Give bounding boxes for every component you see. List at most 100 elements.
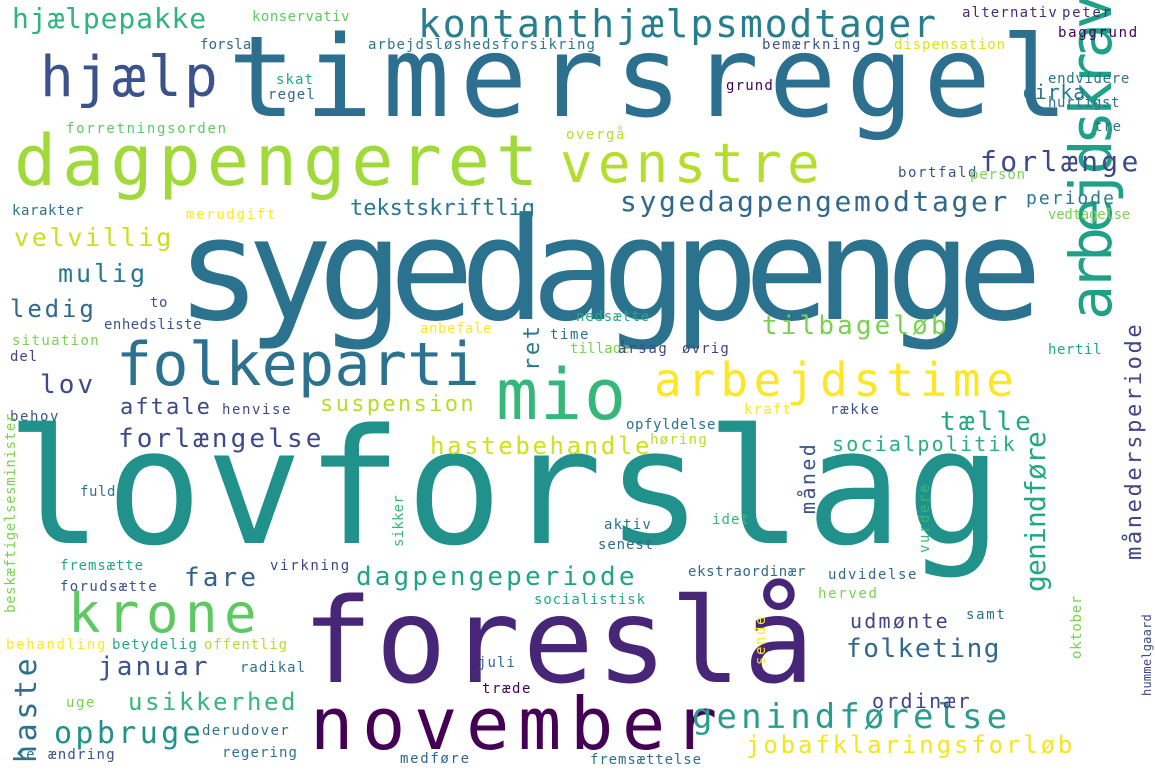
word-udvidelse: udvidelse bbox=[828, 567, 918, 583]
word-alternativ: alternativ bbox=[962, 5, 1058, 21]
word-opbruge: opbruge bbox=[54, 716, 205, 751]
word-dispensation: dispensation bbox=[894, 37, 1006, 53]
word-behov: behov bbox=[10, 409, 60, 425]
word-samt: samt bbox=[966, 607, 1007, 623]
word-forlaenge: forlænge bbox=[980, 145, 1142, 178]
word-genindfoerelse: genindførelse bbox=[692, 697, 1012, 737]
word-hoering: høring bbox=[650, 432, 709, 448]
word-cirka: cirka bbox=[1022, 80, 1087, 104]
word-fare: fare bbox=[184, 563, 260, 593]
word-hurtigst: hurtigst bbox=[1048, 95, 1120, 111]
word-hummelgaard: hummelgaard bbox=[1140, 613, 1154, 696]
word-virkning: virkning bbox=[270, 558, 351, 574]
word-skat: skat bbox=[276, 72, 314, 88]
word-taelle: tælle bbox=[940, 407, 1034, 437]
word-radikal: radikal bbox=[240, 660, 307, 676]
word-ekstraordinaer: ekstraordinær bbox=[688, 564, 807, 580]
word-senest: senest bbox=[598, 537, 654, 553]
word-tillade: tillade bbox=[570, 341, 630, 357]
word-uge: uge bbox=[66, 695, 96, 711]
word-fuld: fuld bbox=[80, 484, 116, 500]
word-opfyldelse: opfyldelse bbox=[626, 417, 716, 433]
word-tilbageloeb: tilbageløb bbox=[762, 311, 950, 341]
word-enhedsliste: enhedsliste bbox=[104, 317, 202, 333]
word-vurdere: vurdere bbox=[917, 483, 933, 553]
word-krone: krone bbox=[68, 582, 263, 645]
word-beskaeftigelsesminister: beskæftigelsesminister bbox=[3, 413, 19, 613]
word-oktober: oktober bbox=[1069, 595, 1085, 659]
word-nedsaette: nedsætte bbox=[576, 309, 650, 325]
word-juli: juli bbox=[478, 655, 516, 671]
word-foreslaa: foreslå bbox=[302, 572, 818, 710]
word-sende: sende bbox=[753, 615, 769, 665]
word-betydelig: betydelig bbox=[112, 637, 199, 653]
word-mulig: mulig bbox=[58, 259, 149, 288]
word-folketing: folketing bbox=[846, 634, 1002, 664]
word-folkeparti: folkeparti bbox=[116, 330, 481, 400]
word-hjaelp: hjælp bbox=[40, 45, 220, 110]
word-vedtagelse: vedtagelse bbox=[1048, 207, 1130, 223]
word-maaned: måned bbox=[796, 441, 820, 514]
word-dagpengeret: dagpengeret bbox=[14, 120, 545, 202]
word-fremsaettelse: fremsættelse bbox=[590, 752, 702, 768]
word-behandling: behandling bbox=[6, 637, 108, 653]
word-kontanthjaelpsmodtager: kontanthjælpsmodtager bbox=[418, 2, 938, 46]
word-forudsaette: forudsætte bbox=[60, 579, 158, 595]
word-overgaa: overgå bbox=[566, 127, 626, 143]
word-sygedagpenge: sygedagpenge bbox=[176, 188, 1043, 353]
word-merudgift: merudgift bbox=[186, 207, 277, 223]
word-anbefale: anbefale bbox=[420, 321, 492, 337]
word-aftale: aftale bbox=[120, 395, 213, 420]
word-forlaengelse: forlængelse bbox=[118, 424, 325, 454]
word-dagpengeperiode: dagpengeperiode bbox=[356, 562, 638, 592]
word-periode: periode bbox=[1026, 188, 1116, 209]
word-situation: situation bbox=[12, 333, 101, 349]
word-fremsaette: fremsætte bbox=[60, 558, 144, 574]
word-mio: mio bbox=[496, 354, 628, 436]
word-jobafklaringsforloeb: jobafklaringsforløb bbox=[746, 731, 1076, 759]
word-sikker: sikker bbox=[391, 494, 407, 547]
word-endvidere: endvidere bbox=[1048, 71, 1130, 87]
word-tekstskriftlig: tekstskriftlig bbox=[350, 196, 536, 221]
word-velvillig: velvillig bbox=[14, 223, 175, 252]
word-forretningsorden: forretningsorden bbox=[66, 121, 228, 137]
word-udmoente: udmønte bbox=[850, 609, 950, 633]
word-aktiv: aktiv bbox=[604, 517, 652, 533]
word-oevrig: øvrig bbox=[682, 341, 730, 357]
word-time: time bbox=[550, 327, 590, 343]
word-traede: træde bbox=[482, 681, 532, 697]
word-del: del bbox=[10, 349, 38, 365]
word-idet: idet bbox=[712, 512, 750, 528]
word-kraft: kraft bbox=[744, 402, 792, 418]
word-regering: regering bbox=[222, 745, 298, 761]
word-arbejdstime: arbejdstime bbox=[654, 353, 1020, 407]
word-arbejdsloeshedsforsikring: arbejdsløshedsforsikring bbox=[368, 37, 596, 53]
word-lov: lov bbox=[40, 370, 97, 400]
word-forslag: forslag bbox=[200, 37, 260, 53]
word-ret: ret bbox=[520, 323, 545, 371]
word-venstre: venstre bbox=[560, 132, 826, 195]
word-se: se bbox=[16, 747, 37, 763]
word-timersregel: timersregel bbox=[228, 13, 1078, 143]
word-offentlig: offentlig bbox=[204, 637, 288, 653]
word-grund: grund bbox=[726, 78, 774, 94]
word-maanedersperiode: månedersperiode bbox=[1122, 321, 1147, 560]
word-medfoere: medføre bbox=[400, 751, 471, 767]
word-ordinaer: ordinær bbox=[872, 689, 972, 713]
word-sygedagpengemodtager: sygedagpengemodtager bbox=[620, 185, 1010, 218]
word-socialpolitik: socialpolitik bbox=[832, 432, 1018, 456]
word-hjaelpepakke: hjælpepakke bbox=[12, 2, 208, 35]
word-karakter: karakter bbox=[12, 203, 84, 219]
word-ledig: ledig bbox=[10, 295, 97, 323]
word-bemaerkning: bemærkning bbox=[762, 37, 862, 53]
word-socialistisk: socialistisk bbox=[534, 592, 646, 608]
word-konservativ: konservativ bbox=[252, 9, 350, 25]
word-to: to bbox=[150, 295, 168, 311]
word-lovforslag: lovforslag bbox=[6, 394, 1006, 581]
word-person: person bbox=[970, 167, 1026, 183]
word-peter: peter bbox=[1062, 5, 1113, 21]
word-november: november bbox=[310, 682, 726, 766]
word-hastebehandle: hastebehandle bbox=[430, 432, 653, 460]
word-bortfald: bortfald bbox=[898, 165, 978, 181]
